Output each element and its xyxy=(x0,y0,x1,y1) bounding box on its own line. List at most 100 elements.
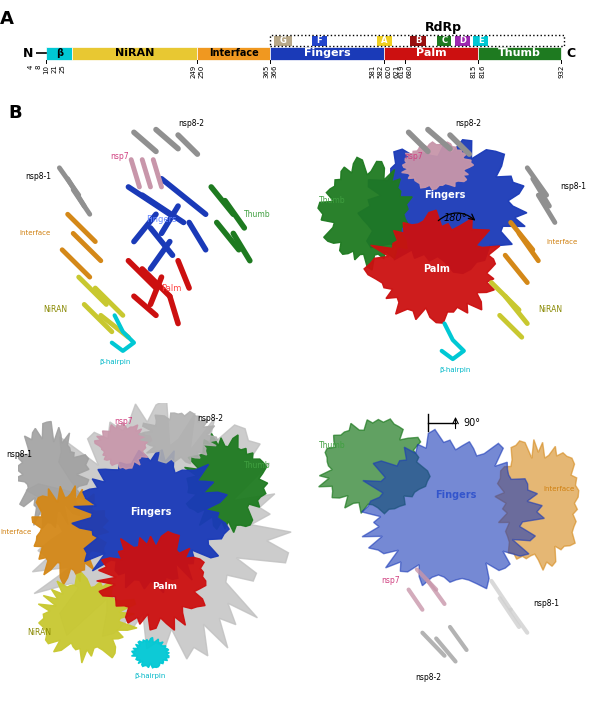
Text: Interface: Interface xyxy=(20,230,51,237)
Text: Interface: Interface xyxy=(1,529,32,535)
Text: Thumb: Thumb xyxy=(319,441,345,450)
Text: Fingers: Fingers xyxy=(435,490,476,500)
Text: 10: 10 xyxy=(43,65,49,73)
Polygon shape xyxy=(319,419,430,513)
Text: 815: 815 xyxy=(471,65,477,78)
Text: Palm: Palm xyxy=(152,582,177,591)
Text: β-hairpin: β-hairpin xyxy=(440,367,471,373)
Text: 581: 581 xyxy=(370,65,376,78)
Polygon shape xyxy=(362,429,544,589)
Polygon shape xyxy=(495,439,579,570)
Text: nsp8-2: nsp8-2 xyxy=(197,413,223,423)
Text: nsp7: nsp7 xyxy=(115,416,133,426)
Bar xyxy=(46,47,73,60)
Text: Thumb: Thumb xyxy=(244,462,271,470)
Polygon shape xyxy=(358,139,527,273)
Text: Interface: Interface xyxy=(209,48,259,58)
Text: NiRAN: NiRAN xyxy=(538,306,562,314)
Text: Interface: Interface xyxy=(547,239,578,244)
Polygon shape xyxy=(26,399,291,659)
Text: E: E xyxy=(478,36,484,45)
Polygon shape xyxy=(38,573,137,663)
Bar xyxy=(73,47,197,60)
Text: 621: 621 xyxy=(394,65,400,78)
Text: Palm: Palm xyxy=(416,48,446,58)
Text: A: A xyxy=(0,9,13,27)
Text: nsp8-2: nsp8-2 xyxy=(455,119,482,128)
Polygon shape xyxy=(72,450,229,592)
Polygon shape xyxy=(318,157,412,270)
Text: NiRAN: NiRAN xyxy=(44,306,68,314)
Bar xyxy=(270,47,385,60)
Text: C: C xyxy=(441,36,447,45)
Text: N: N xyxy=(23,47,34,60)
Text: 250: 250 xyxy=(198,65,204,78)
Text: nsp8-1: nsp8-1 xyxy=(25,172,51,180)
Text: B: B xyxy=(415,36,421,45)
Bar xyxy=(377,36,392,45)
Text: β-hairpin: β-hairpin xyxy=(135,673,166,679)
Text: A: A xyxy=(381,36,388,45)
Text: 180°: 180° xyxy=(444,214,467,224)
Text: nsp8-1: nsp8-1 xyxy=(533,600,559,608)
Text: Thumb: Thumb xyxy=(244,210,271,219)
Bar xyxy=(270,35,564,46)
Text: Palm: Palm xyxy=(423,264,449,274)
Text: B: B xyxy=(8,104,22,122)
Text: F: F xyxy=(317,36,322,45)
Polygon shape xyxy=(95,423,152,469)
Text: 365: 365 xyxy=(263,65,269,78)
Text: 25: 25 xyxy=(59,65,65,73)
Text: 582: 582 xyxy=(377,65,383,78)
Text: Fingers: Fingers xyxy=(146,215,177,224)
Text: β: β xyxy=(56,48,63,58)
Text: Fingers: Fingers xyxy=(424,190,465,200)
Bar xyxy=(410,36,426,45)
Polygon shape xyxy=(401,142,473,189)
Polygon shape xyxy=(12,421,89,528)
Text: C: C xyxy=(566,47,575,60)
Text: β-hairpin: β-hairpin xyxy=(99,359,130,365)
Text: Fingers: Fingers xyxy=(304,48,350,58)
Bar xyxy=(274,36,292,45)
Text: 932: 932 xyxy=(558,65,564,78)
Text: 619: 619 xyxy=(398,65,404,78)
Bar xyxy=(311,36,327,45)
Bar xyxy=(437,36,451,45)
Polygon shape xyxy=(185,434,268,533)
Bar xyxy=(197,47,270,60)
Text: NiRAN: NiRAN xyxy=(27,628,51,637)
Text: Thumb: Thumb xyxy=(319,196,345,205)
Text: 90°: 90° xyxy=(464,418,481,428)
Text: 620: 620 xyxy=(385,65,391,78)
Text: 249: 249 xyxy=(190,65,196,78)
Polygon shape xyxy=(32,485,109,585)
Text: nsp7: nsp7 xyxy=(110,152,128,161)
Text: NiRAN: NiRAN xyxy=(115,48,154,58)
Text: Fingers: Fingers xyxy=(130,507,171,517)
Text: nsp8-1: nsp8-1 xyxy=(6,450,32,459)
Polygon shape xyxy=(139,411,217,464)
Text: Palm: Palm xyxy=(161,283,182,293)
Text: Interface: Interface xyxy=(543,486,574,492)
Polygon shape xyxy=(131,638,169,668)
Text: 21: 21 xyxy=(52,65,58,73)
Text: Thumb: Thumb xyxy=(498,48,541,58)
Bar xyxy=(385,47,478,60)
Text: nsp7: nsp7 xyxy=(382,577,400,585)
Bar xyxy=(478,47,561,60)
Text: RdRp: RdRp xyxy=(424,21,461,34)
Text: G: G xyxy=(280,36,286,45)
Text: 8: 8 xyxy=(35,65,41,69)
Text: nsp8-2: nsp8-2 xyxy=(178,119,204,128)
Bar xyxy=(455,36,470,45)
Text: nsp7: nsp7 xyxy=(404,152,422,161)
Text: nsp8-2: nsp8-2 xyxy=(415,673,441,682)
Bar xyxy=(473,36,488,45)
Text: 680: 680 xyxy=(406,65,412,78)
Text: D: D xyxy=(459,36,466,45)
Text: 366: 366 xyxy=(271,65,277,78)
Text: nsp8-1: nsp8-1 xyxy=(560,183,586,191)
Polygon shape xyxy=(364,210,500,323)
Text: 4: 4 xyxy=(27,65,33,69)
